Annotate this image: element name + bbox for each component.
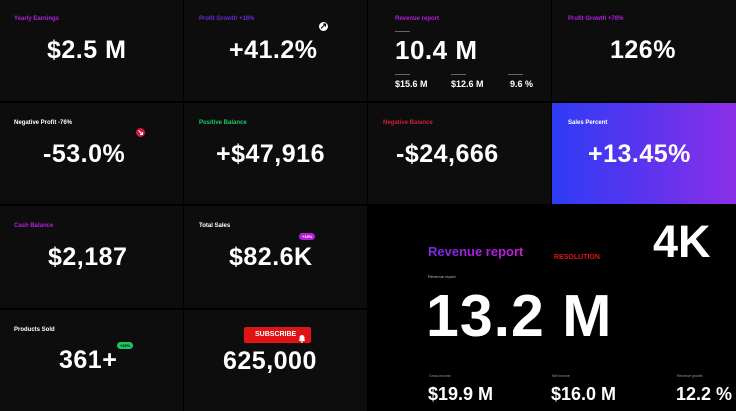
- tile-label: Sales Percent: [568, 120, 608, 126]
- tile-value: $82.6K: [229, 243, 313, 271]
- tile-value: 10.4 M: [395, 35, 478, 65]
- tile-value: 361+: [59, 346, 118, 374]
- tile-negative-balance: Negative Balance -$24,666: [368, 103, 551, 204]
- subscribe-button[interactable]: SUBSCRIBE: [244, 327, 311, 343]
- bell-icon: [298, 330, 306, 348]
- trend-up-icon: [319, 22, 328, 31]
- divider: [508, 74, 523, 75]
- tile-label: Cash Balance: [14, 223, 54, 229]
- stat-value: 12.2 %: [676, 384, 733, 404]
- tile-negative-profit: Negative Profit -76% -53.0%: [0, 103, 183, 204]
- tile-subscribe: SUBSCRIBE 625,000: [184, 310, 367, 411]
- divider: [451, 74, 466, 75]
- tile-positive-balance: Positive Balance +$47,916: [184, 103, 367, 204]
- tile-revenue-report-small: Revenue report 10.4 M $15.6 M $12.6 M 9.…: [368, 0, 551, 101]
- tile-label: Negative Profit -76%: [14, 120, 73, 126]
- tile-value: $2,187: [48, 243, 128, 271]
- tile-label: Positive Balance: [199, 120, 247, 126]
- sub-value: 9.6 %: [510, 79, 534, 89]
- tile-profit-growth-a: Profit Growth +16% +41.2%: [184, 0, 367, 101]
- tile-yearly-earnings: Yearly Earnings $2.5 M: [0, 0, 183, 101]
- divider: [395, 31, 410, 32]
- stat-label: Revenue growth: [677, 374, 703, 378]
- tile-profit-growth-b: Profit Growth +76% 126%: [552, 0, 736, 101]
- tile-sales-percent: Sales Percent +13.45%: [552, 103, 736, 204]
- trend-down-icon: [136, 128, 145, 137]
- resolution-label: RESOLUTION: [554, 254, 600, 261]
- promo-title: Revenue report: [428, 244, 524, 259]
- tile-value: +41.2%: [229, 36, 318, 64]
- promo-value: 13.2 M: [426, 283, 613, 349]
- stat-value: $19.9 M: [428, 384, 494, 404]
- resolution-badge: 4K: [653, 216, 711, 267]
- tile-value: +$47,916: [216, 140, 325, 168]
- stat-value: $16.0 M: [551, 384, 617, 404]
- tile-value: -53.0%: [43, 140, 126, 168]
- tile-label: Revenue report: [395, 16, 440, 22]
- tile-label: Yearly Earnings: [14, 16, 60, 22]
- tile-value: +13.45%: [588, 140, 691, 168]
- stat-label: Gross income: [429, 374, 451, 378]
- tile-cash-balance: Cash Balance $2,187: [0, 206, 183, 308]
- stat-label: Net income: [552, 374, 570, 378]
- tile-value: $2.5 M: [47, 36, 127, 64]
- tile-label: Negative Balance: [383, 120, 433, 126]
- tile-products-sold: Products Sold +16% 361+: [0, 310, 183, 411]
- sub-value: $15.6 M: [395, 79, 428, 89]
- tile-label: Profit Growth +76%: [568, 16, 624, 22]
- divider: [395, 74, 410, 75]
- tile-label: Total Sales: [199, 223, 231, 229]
- sub-value: $12.6 M: [451, 79, 484, 89]
- tile-label: Profit Growth +16%: [199, 16, 255, 22]
- subscribe-label: SUBSCRIBE: [255, 331, 297, 338]
- tile-value: 625,000: [223, 347, 317, 375]
- promo-inner-label: Revenue report: [428, 274, 456, 279]
- growth-badge: +15%: [299, 233, 316, 240]
- tile-total-sales: Total Sales +15% $82.6K: [184, 206, 367, 308]
- promo-panel: Revenue report RESOLUTION 4K Revenue rep…: [368, 206, 736, 411]
- growth-badge: +16%: [117, 342, 134, 349]
- tile-value: 126%: [610, 36, 676, 64]
- tile-value: -$24,666: [396, 140, 499, 168]
- tile-label: Products Sold: [14, 327, 55, 333]
